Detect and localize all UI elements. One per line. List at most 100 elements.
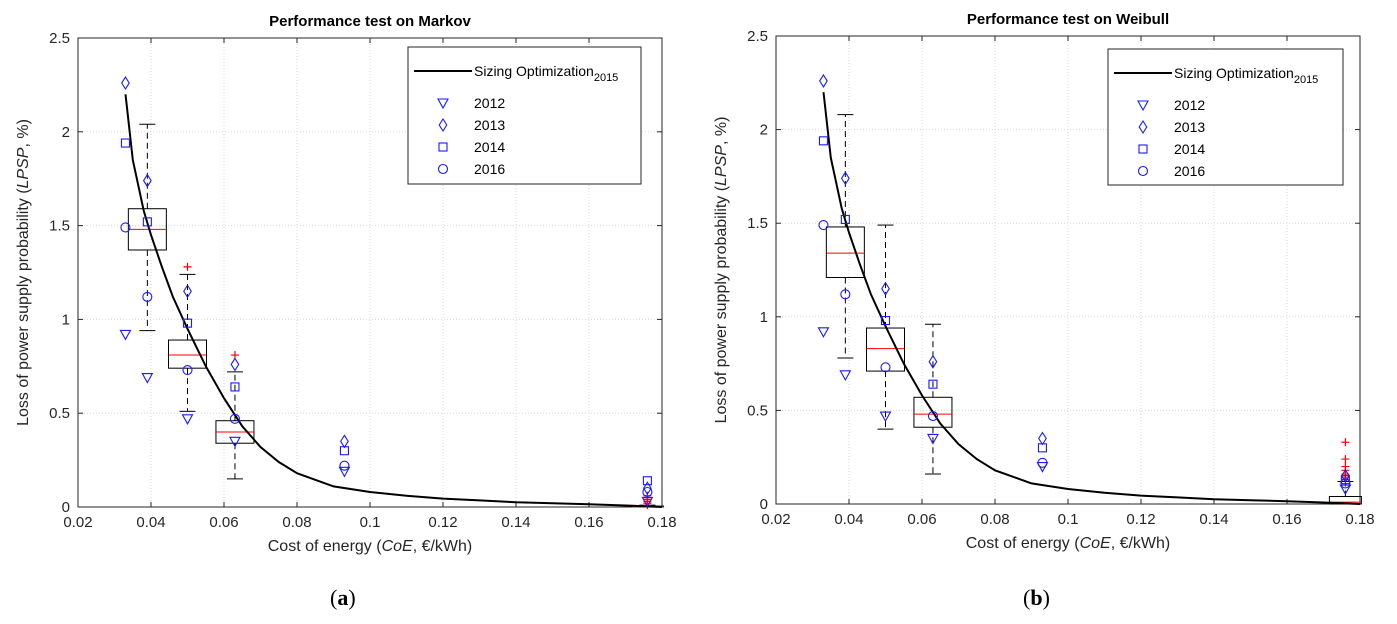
chart-0-point-2016: [182, 365, 193, 376]
panel-label-a: (a): [330, 585, 356, 610]
chart-1-y-tick-label: 0: [760, 496, 768, 513]
chart-0-x-axis-label: Cost of energy (CoE, €/kWh): [268, 538, 473, 555]
chart-0-point-2014: [142, 217, 152, 227]
chart-0-point-2013: [183, 284, 192, 299]
chart-0-x-tick-label: 0.04: [136, 514, 165, 531]
chart-0-x-tick-label: 0.12: [428, 514, 457, 531]
chart-0-legend-marker-2016: [437, 163, 449, 175]
chart-1-point-2013: [1038, 431, 1047, 446]
chart-1-point-2012: [1339, 484, 1352, 496]
chart-1-point-2016: [818, 220, 829, 231]
chart-0-point-2014: [642, 476, 652, 486]
chart-1-point-2013: [1341, 468, 1350, 483]
chart-0-y-tick-label: 0.5: [49, 405, 70, 422]
chart-0-y-axis-label-part: LPSP: [15, 147, 32, 188]
chart-1-box-outlier: [1341, 455, 1350, 464]
chart-1-point-2013: [881, 281, 890, 296]
chart-1-y-tick-label: 1: [760, 309, 768, 326]
chart-1-legend: Sizing Optimization2015 2012 2013 2014 2016: [1107, 48, 1344, 186]
chart-0-point-2013: [121, 75, 130, 91]
chart-1-point-2012: [879, 411, 892, 423]
chart-0-y-tick-label: 2.5: [49, 30, 70, 47]
chart-0-legend-line-label-sub: 2015: [594, 72, 618, 84]
chart-1-y-axis-label-part: , %): [713, 117, 730, 145]
chart-1-point-2016: [1037, 457, 1048, 468]
chart-1-box: [825, 226, 865, 278]
chart-1-point-2013: [819, 73, 828, 88]
chart-1-x-axis-label-part: Cost of energy (: [966, 535, 1081, 552]
chart-1-legend-marker-2014: [1138, 144, 1148, 154]
chart-1-point-2014: [840, 214, 850, 225]
chart-1-curve-sizing-optimization: [822, 92, 1361, 505]
chart-0-y-tick-label: 1.5: [49, 218, 70, 235]
chart-1-y-tick-label: 2: [760, 122, 768, 139]
chart-1-legend-line-label: Sizing Optimization2015: [1174, 65, 1318, 86]
chart-0-legend-marker-2012: [437, 98, 449, 110]
chart-0-y-tick-label: 2: [62, 124, 70, 141]
chart-1-point-2013: [928, 354, 938, 369]
chart-1-x-tick-label: 0.04: [834, 511, 863, 528]
chart-0-point-2016: [339, 460, 350, 471]
chart-0-point-2014: [339, 446, 350, 456]
chart-0-y-tick-label: 1: [62, 311, 70, 328]
chart-0-point-2014: [230, 382, 240, 392]
chart-1-legend-label-2016: 2016: [1174, 163, 1205, 179]
panel-label-b: (b): [1023, 585, 1050, 610]
chart-1-point-2014: [928, 379, 938, 389]
chart-0-x-tick-label: 0.06: [209, 514, 238, 531]
chart-1-point-2012: [839, 370, 852, 381]
chart-1-point-2016: [927, 410, 938, 422]
chart-1-x-tick-label: 0.06: [907, 511, 936, 528]
chart-1-point-2014: [818, 136, 828, 146]
chart-0-point-2013: [643, 481, 652, 496]
chart-1-y-tick-label: 2.5: [747, 28, 768, 45]
chart-1-boxplot-0: [825, 114, 865, 359]
chart-0-x-axis-label-part: Cost of energy (: [268, 538, 383, 555]
chart-1-x-axis-label-part: , €/kWh): [1111, 535, 1171, 552]
chart-1-legend-label-2012: 2012: [1174, 97, 1205, 113]
chart-1-legend-marker-2016: [1137, 165, 1149, 177]
chart-0-x-axis-label-part: CoE: [382, 538, 413, 555]
chart-1-legend-marker-2012: [1137, 100, 1149, 112]
chart-0-point-2013: [340, 434, 349, 449]
chart-1-box: [913, 396, 953, 428]
chart-1-legend-label-2014: 2014: [1174, 141, 1205, 157]
chart-1-point-2016: [1340, 478, 1351, 489]
chart-0-point-2014: [120, 138, 130, 148]
chart-0-point-2014: [182, 318, 193, 328]
chart-0-legend-line-label-main: Sizing Optimization: [474, 63, 594, 79]
chart-1-box-outlier: [1341, 438, 1350, 447]
chart-0-boxplot-0: [127, 123, 167, 332]
chart-1-x-tick-label: 0.08: [980, 511, 1009, 528]
chart-0-x-tick-label: 0.14: [501, 514, 530, 531]
chart-1-point-2014: [1037, 443, 1048, 453]
chart-1-legend-box: [1107, 48, 1344, 186]
chart-1-x-tick-label: 0.14: [1199, 511, 1228, 528]
chart-0-legend-marker-2014: [438, 142, 448, 152]
chart-1-point-2012: [817, 327, 830, 338]
chart-1-point-2016: [840, 289, 851, 300]
chart-0-x-tick-label: 0.16: [574, 514, 603, 531]
chart-0-point-2012: [141, 373, 154, 384]
chart-0-legend-label-2013: 2013: [474, 117, 505, 133]
chart-0-legend-marker-2013: [438, 117, 448, 133]
chart-1-x-tick-label: 0.1: [1058, 511, 1079, 528]
chart-0-point-2016: [229, 413, 240, 424]
chart-0-y-axis-label-part: Loss of power supply probability (: [15, 188, 32, 426]
chart-0-box-outlier: [183, 262, 192, 271]
chart-1-y-axis-label-part: Loss of power supply probability (: [713, 185, 730, 423]
chart-0-x-tick-label: 0.02: [63, 514, 92, 531]
chart-1-title: Performance test on Weibull: [967, 11, 1169, 28]
chart-0-point-2013: [230, 357, 240, 372]
chart-0-title: Performance test on Markov: [269, 13, 471, 30]
chart-0-curve-sizing-optimization: [124, 94, 663, 508]
chart-0-point-2012: [181, 414, 194, 425]
chart-1-x-tick-label: 0.12: [1126, 511, 1155, 528]
chart-0-point-2012: [338, 466, 351, 478]
chart-0-box: [168, 339, 207, 369]
chart-panel-a: 0.02 0.04 0.06 0.08 0.1 0.12 0.14 0.16 0.18 0 0.5 1…: [0, 0, 700, 619]
chart-0-y-axis-label-part: , %): [15, 119, 32, 147]
chart-1-legend-label-2013: 2013: [1174, 119, 1205, 135]
chart-1-point-2013: [840, 171, 850, 186]
chart-1-legend-line-label-main: Sizing Optimization: [1174, 65, 1294, 81]
